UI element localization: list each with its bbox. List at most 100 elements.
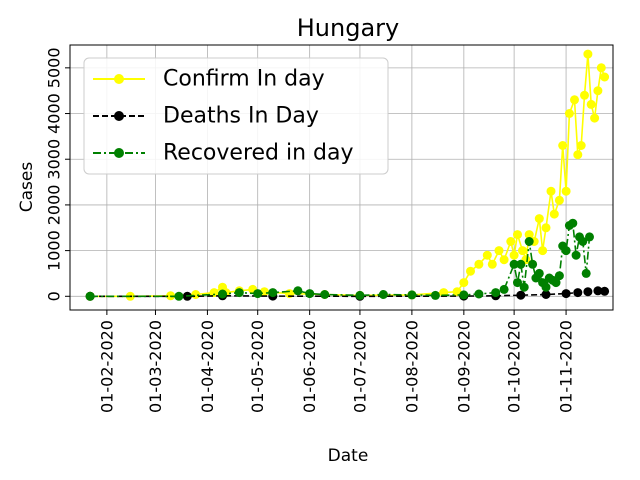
- data-point: [564, 109, 574, 118]
- data-point: [593, 86, 603, 96]
- y-tick-label: 0: [45, 291, 64, 301]
- x-axis-label: Date: [328, 446, 369, 466]
- data-point: [551, 278, 561, 288]
- x-tick-label: 01-03-2020: [146, 320, 165, 413]
- data-point: [571, 250, 581, 260]
- legend-entries: Confirm In day Deaths In Day Recovered in …: [93, 67, 354, 166]
- y-tick-label: 2000: [45, 185, 64, 226]
- y-tick-label: 1000: [45, 230, 64, 271]
- x-tick-label: 01-05-2020: [248, 320, 267, 413]
- data-point: [593, 286, 603, 296]
- data-point: [586, 99, 596, 109]
- series-recovered-in-day: [85, 218, 594, 301]
- plot-frame: [69, 44, 614, 311]
- data-point: [516, 259, 526, 269]
- data-point: [580, 90, 589, 100]
- data-point: [570, 95, 579, 105]
- data-point: [534, 214, 544, 224]
- data-point: [293, 286, 303, 296]
- data-point: [541, 282, 551, 292]
- y-tick-label: 5000: [45, 47, 64, 88]
- data-point: [600, 72, 610, 82]
- data-point: [518, 246, 527, 256]
- data-point: [509, 259, 519, 269]
- data-point: [568, 218, 578, 228]
- data-point: [576, 141, 586, 150]
- data-point: [474, 259, 484, 269]
- data-point: [407, 290, 417, 300]
- data-point: [534, 268, 544, 278]
- data-point: [583, 287, 593, 297]
- data-point: [466, 266, 475, 276]
- data-point: [561, 246, 571, 256]
- data-point: [509, 250, 519, 260]
- data-point: [541, 290, 551, 299]
- data-point: [474, 289, 484, 299]
- data-point: [524, 237, 534, 246]
- data-point: [268, 288, 278, 298]
- data-point: [513, 230, 522, 240]
- data-point: [583, 49, 593, 59]
- data-point: [585, 232, 594, 242]
- legend-marker: [114, 74, 124, 84]
- data-point: [499, 284, 509, 294]
- legend: Confirm In day Deaths In Day Recovered in …: [83, 57, 389, 175]
- ticks: 01-02-2020 01-03-2020 01-04-2020 01-05-2020…: [45, 47, 576, 412]
- data-point: [218, 289, 227, 299]
- data-point: [459, 290, 469, 300]
- x-tick-label: 01-10-2020: [505, 320, 524, 413]
- series-layer: [85, 49, 610, 301]
- x-tick-label: 01-09-2020: [454, 320, 473, 413]
- data-point: [234, 288, 244, 298]
- data-point: [355, 290, 365, 300]
- data-point: [491, 288, 501, 298]
- legend-marker: [114, 148, 124, 158]
- x-tick-label: 01-04-2020: [198, 320, 217, 413]
- chart-title: Hungary: [297, 14, 399, 42]
- data-point: [378, 290, 388, 299]
- data-point: [561, 289, 571, 299]
- data-point: [538, 246, 548, 256]
- data-point: [554, 195, 564, 205]
- legend-label: Confirm In day: [163, 67, 325, 92]
- series-line: [90, 222, 591, 298]
- data-point: [430, 290, 440, 300]
- data-point: [558, 141, 568, 150]
- x-tick-label: 01-08-2020: [402, 320, 421, 413]
- legend-label: Recovered in day: [163, 141, 354, 166]
- data-point: [85, 291, 95, 301]
- data-point: [209, 288, 219, 298]
- data-point: [596, 63, 606, 73]
- data-point: [516, 290, 526, 300]
- data-point: [452, 287, 462, 297]
- data-point: [581, 268, 591, 278]
- legend-marker: [114, 111, 124, 121]
- data-point: [590, 113, 600, 123]
- x-tick-label: 01-02-2020: [97, 320, 116, 413]
- data-point: [561, 186, 571, 196]
- x-tick-label: 01-07-2020: [350, 320, 369, 413]
- data-point: [600, 286, 610, 296]
- data-point: [506, 237, 516, 246]
- data-point: [513, 278, 522, 288]
- x-tick-label: 01-11-2020: [557, 320, 576, 413]
- data-point: [573, 288, 583, 298]
- legend-label: Deaths In Day: [163, 104, 319, 129]
- y-tick-label: 3000: [45, 139, 64, 180]
- data-point: [554, 271, 564, 281]
- data-point: [320, 290, 330, 299]
- data-point: [305, 289, 315, 299]
- x-tick-label: 01-06-2020: [300, 320, 319, 413]
- y-axis-label: Cases: [17, 162, 37, 213]
- legend-box: [83, 57, 389, 175]
- data-point: [546, 186, 556, 196]
- y-tick-label: 4000: [45, 93, 64, 134]
- data-point: [487, 259, 497, 269]
- data-point: [528, 259, 538, 269]
- data-point: [482, 250, 492, 260]
- data-point: [499, 255, 509, 265]
- data-point: [578, 237, 588, 246]
- data-point: [573, 150, 583, 160]
- data-point: [253, 289, 263, 299]
